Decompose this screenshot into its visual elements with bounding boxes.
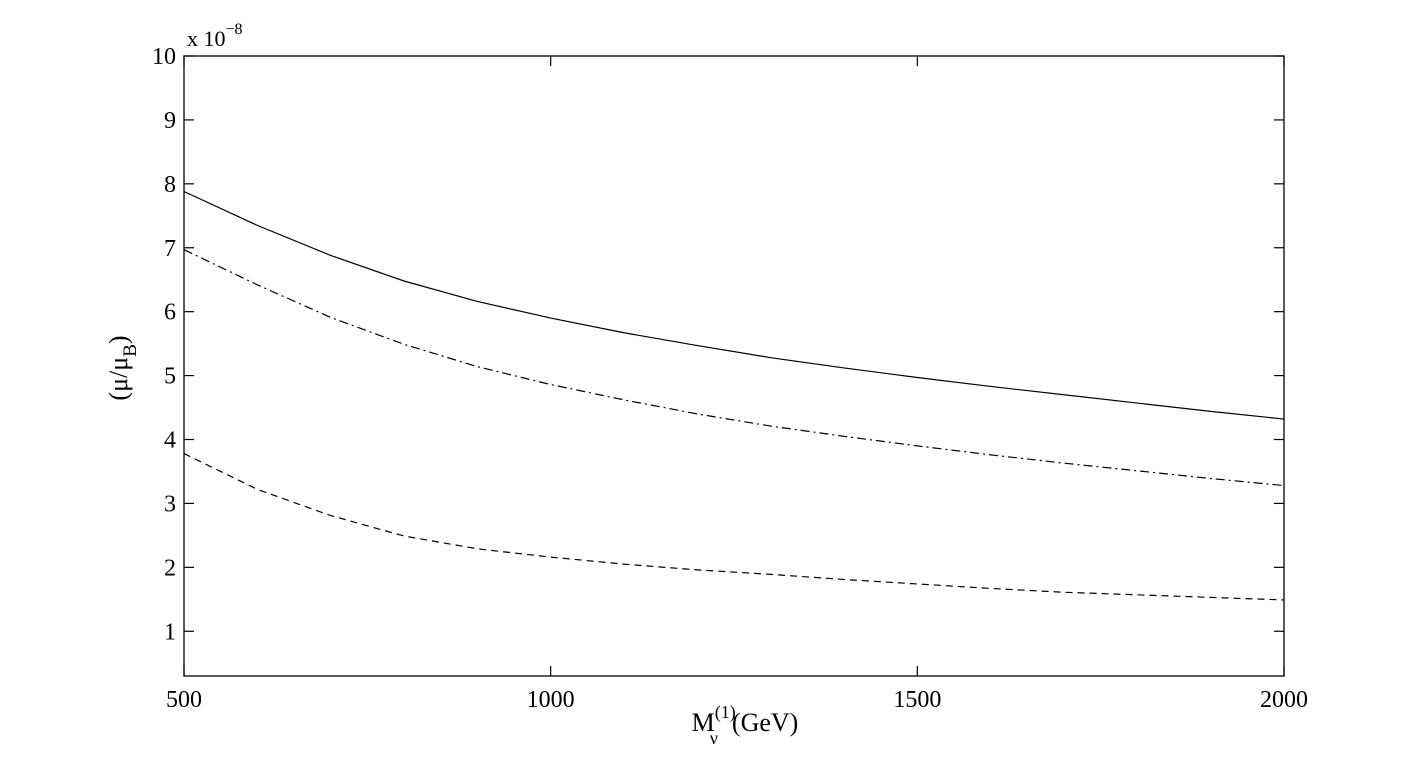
plot-frame xyxy=(183,55,1285,677)
y-tick-label: 9 xyxy=(164,108,176,134)
y-tick-label: 1 xyxy=(164,619,176,645)
y-tick-label: 10 xyxy=(152,44,176,70)
y-multiplier-label: x 10−8 xyxy=(187,21,243,51)
series-layer xyxy=(183,190,1285,601)
y-tick-label: 8 xyxy=(164,172,176,198)
y-tick-label: 7 xyxy=(164,236,176,262)
x-axis-ticks: 500 1000 1500 2000 xyxy=(166,56,1308,713)
y-axis-title: (μ/μB) xyxy=(104,335,141,400)
x-tick-label: 500 xyxy=(166,687,202,713)
x-tick-label: 2000 xyxy=(1260,687,1308,713)
series-line-dash-dot xyxy=(183,249,1285,487)
y-tick-label: 4 xyxy=(164,428,176,454)
y-axis-ticks: 1 2 3 4 5 6 7 8 9 10 xyxy=(152,44,1284,645)
y-tick-label: 2 xyxy=(164,555,176,581)
x-tick-label: 1000 xyxy=(527,687,575,713)
x-tick-label: 1500 xyxy=(893,687,941,713)
series-line-dashed xyxy=(183,453,1285,601)
series-line-solid xyxy=(183,190,1285,420)
y-tick-label: 5 xyxy=(164,364,176,390)
y-tick-label: 6 xyxy=(164,300,176,326)
x-axis-title: M(1) ν(GeV) xyxy=(692,702,799,748)
y-tick-label: 3 xyxy=(164,491,176,517)
